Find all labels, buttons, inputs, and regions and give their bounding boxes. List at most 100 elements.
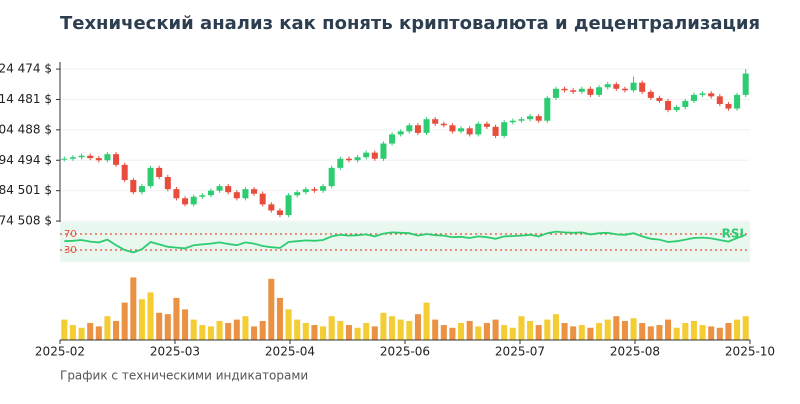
volume-bar — [492, 319, 499, 340]
volume-bar — [225, 323, 232, 340]
candle-body — [69, 157, 76, 159]
candle-body — [380, 143, 387, 159]
candle-body — [682, 100, 689, 108]
x-tick-label: 2025-07 — [495, 345, 545, 359]
candle-body — [182, 198, 189, 205]
candle-body — [561, 88, 568, 91]
candle-body — [690, 94, 697, 101]
volume-bar — [61, 319, 68, 340]
candle-body — [509, 120, 516, 123]
candle-body — [285, 195, 292, 216]
volume-bar — [87, 323, 94, 340]
volume-bar — [509, 327, 516, 340]
candle-body — [458, 128, 465, 132]
candle-body — [138, 186, 145, 193]
volume-bar — [630, 318, 637, 340]
volume-bar — [501, 325, 508, 340]
candle-body — [570, 90, 577, 92]
candle-body — [190, 196, 197, 205]
volume-bar — [639, 323, 646, 340]
volume-bar — [285, 309, 292, 340]
volume-bar — [699, 325, 706, 340]
candle-body — [492, 126, 499, 136]
chart-title: Технический анализ как понять криптовалю… — [60, 13, 760, 34]
volume-bar — [380, 312, 387, 340]
candle-body — [734, 94, 741, 109]
candle-body — [414, 125, 421, 133]
candle-body — [406, 125, 413, 132]
volume-bar — [78, 327, 85, 340]
volume-bar — [656, 325, 663, 340]
candle-body — [268, 204, 275, 211]
volume-bar — [475, 326, 482, 340]
candle-body — [604, 84, 611, 88]
candle-body — [371, 152, 378, 159]
candle-body — [440, 123, 447, 126]
candle-body — [251, 189, 258, 194]
candle-body — [656, 97, 663, 101]
volume-bar — [527, 320, 534, 340]
x-tick-label: 2025-04 — [265, 345, 315, 359]
volume-bar — [320, 326, 327, 340]
volume-bar — [406, 320, 413, 340]
volume-bar — [371, 326, 378, 340]
rsi-level-label: 70 — [64, 229, 77, 240]
volume-bar — [207, 326, 214, 340]
volume-bar — [440, 325, 447, 340]
volume-bar — [138, 299, 145, 340]
x-tick-label: 2025-10 — [725, 345, 775, 359]
candle-body — [647, 91, 654, 98]
candle-body — [535, 116, 542, 121]
volume-bar — [190, 319, 197, 340]
candle-body — [578, 88, 585, 92]
candle-body — [259, 193, 266, 205]
candle-body — [233, 192, 240, 199]
candle-body — [276, 210, 283, 216]
candle-body — [294, 192, 301, 196]
volume-bar — [708, 326, 715, 340]
candle-body — [665, 100, 672, 111]
volume-bar — [432, 319, 439, 340]
volume-bar — [199, 325, 206, 340]
volume-bar — [673, 327, 680, 340]
volume-bar — [104, 316, 111, 340]
volume-bar — [164, 314, 171, 340]
y-tick-label: 114 481 $ — [0, 92, 52, 106]
volume-bar — [268, 278, 275, 340]
candle-body — [199, 195, 206, 197]
candle-body — [630, 82, 637, 91]
candle-body — [104, 154, 111, 161]
rsi-level-label: 30 — [64, 245, 77, 256]
y-tick-label: 84 501 $ — [0, 183, 52, 197]
candle-body — [397, 131, 404, 135]
candle-body — [363, 152, 370, 158]
candle-body — [716, 96, 723, 104]
candle-body — [432, 119, 439, 124]
candle-body — [518, 119, 525, 121]
y-tick-label: 74 508 $ — [0, 214, 52, 228]
volume-bar — [242, 316, 249, 340]
x-tick-label: 2025-02 — [35, 345, 85, 359]
candle-body — [613, 84, 620, 89]
candle-body — [302, 189, 309, 193]
candle-body — [621, 88, 628, 91]
candle-body — [242, 189, 249, 199]
volume-bar — [621, 320, 628, 340]
volume-bar — [302, 323, 309, 340]
candle-body — [544, 97, 551, 121]
y-tick-label: 104 488 $ — [0, 122, 52, 136]
x-tick-label: 2025-08 — [610, 345, 660, 359]
volume-bar — [345, 325, 352, 340]
volume-bar — [251, 326, 258, 340]
candle-body — [673, 107, 680, 111]
volume-bar — [182, 309, 189, 340]
volume-bar — [535, 325, 542, 340]
volume-bar — [95, 326, 102, 340]
volume-bar — [578, 325, 585, 340]
y-tick-label: 94 494 $ — [0, 153, 52, 167]
volume-bar — [130, 277, 137, 340]
volume-bar — [216, 320, 223, 340]
candle-body — [121, 164, 128, 181]
volume-bar — [363, 323, 370, 340]
volume-bar — [544, 319, 551, 340]
